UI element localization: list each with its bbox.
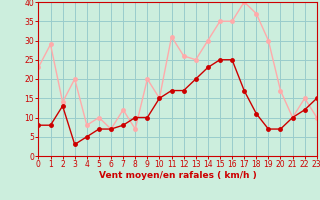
X-axis label: Vent moyen/en rafales ( km/h ): Vent moyen/en rafales ( km/h ) — [99, 171, 256, 180]
